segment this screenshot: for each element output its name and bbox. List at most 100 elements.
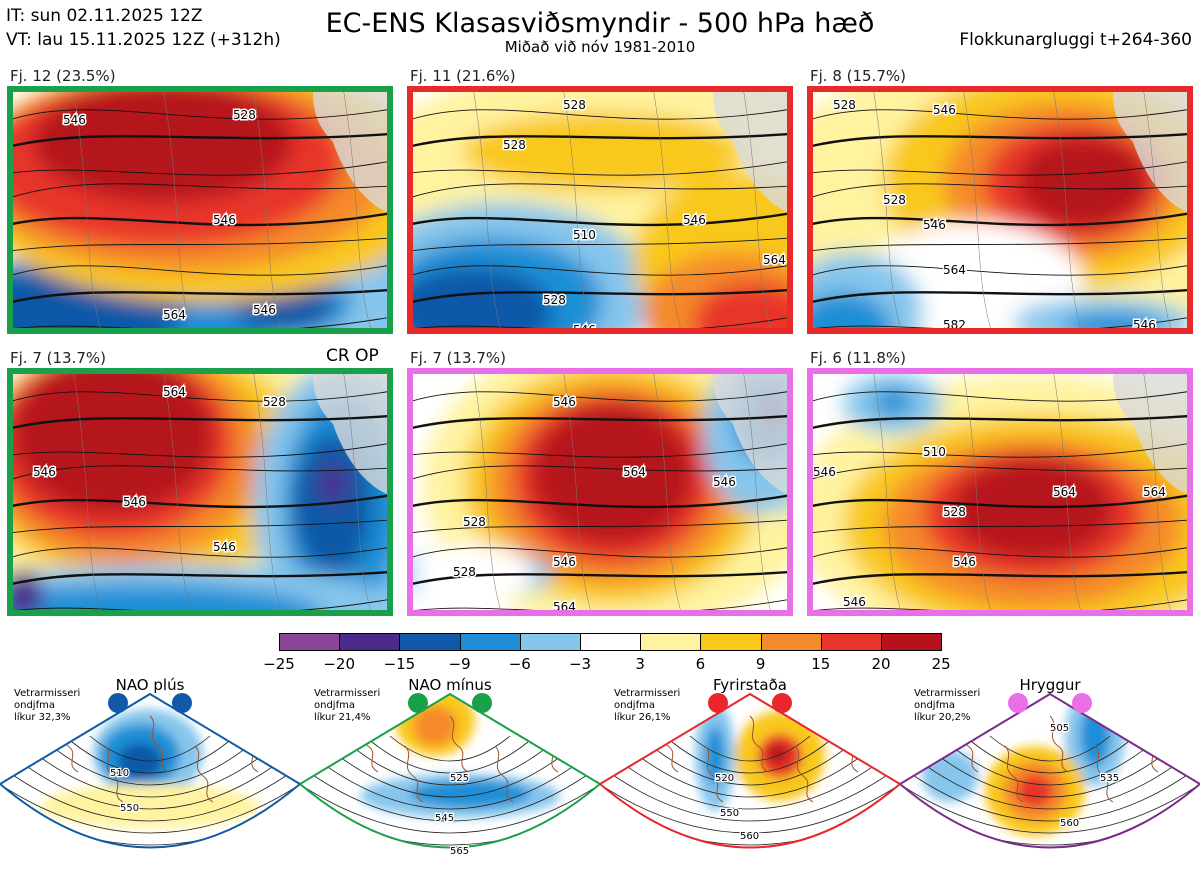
contour-label: 510 xyxy=(573,228,596,242)
regime-contour xyxy=(71,741,229,774)
info-line: Vetrarmisseri xyxy=(614,688,681,699)
height-contour xyxy=(813,109,1187,120)
coastline xyxy=(104,745,124,803)
regime-contour-label: 505 xyxy=(1050,723,1069,734)
coastline xyxy=(149,715,169,773)
contour-label: 528 xyxy=(883,193,906,207)
contour-label: 564 xyxy=(1053,485,1076,499)
contour-label: 528 xyxy=(563,98,586,112)
grid-line xyxy=(743,92,771,328)
panel-label-3: Fj. 8 (15.7%) xyxy=(810,67,906,85)
regime-contour-label: 565 xyxy=(450,846,469,857)
height-contour xyxy=(13,414,387,429)
colorbar-tick: 9 xyxy=(755,655,766,673)
classification-window: Flokkunargluggi t+264-360 xyxy=(959,30,1192,50)
height-contour xyxy=(13,288,387,303)
grid-line xyxy=(1053,92,1081,328)
contour-label: 546 xyxy=(713,475,736,489)
height-contour xyxy=(413,570,787,585)
height-contour xyxy=(813,414,1187,429)
grid-line xyxy=(1053,374,1081,610)
landmass xyxy=(313,374,387,494)
cluster-panel-3: 528 546 528 546 564 582 546 xyxy=(807,86,1193,334)
height-contour xyxy=(813,494,1187,509)
regime-outline xyxy=(900,692,1200,849)
contour-label: 582 xyxy=(943,318,966,328)
regime-anomaly xyxy=(118,743,162,779)
regime-anomaly xyxy=(410,780,530,808)
colorbar-segment xyxy=(279,633,341,651)
contour-label: 546 xyxy=(573,323,596,328)
contour-label: 546 xyxy=(553,395,576,409)
height-contour xyxy=(13,465,387,480)
height-contour xyxy=(413,237,787,252)
landmass xyxy=(1113,92,1187,212)
regime-dot xyxy=(708,693,728,713)
height-contour xyxy=(413,547,787,558)
regime-dot xyxy=(772,693,792,713)
cluster-panel-4: 564 546 546 546 528 xyxy=(7,368,393,616)
coastline xyxy=(494,745,514,803)
colorbar-tick: −25 xyxy=(263,655,295,673)
regime-contour-label: 550 xyxy=(120,803,139,814)
regime-ridge: 505 535 560 Hryggur Vetrarmisseri ondjfma … xyxy=(900,676,1200,871)
grid-line xyxy=(473,374,501,610)
coastline xyxy=(404,745,424,803)
regime-dot xyxy=(1008,693,1028,713)
colorbar-segment xyxy=(459,633,521,651)
contour-label: 546 xyxy=(253,303,276,317)
landmass xyxy=(713,92,787,212)
grid-line xyxy=(653,92,681,328)
contour-label: 528 xyxy=(503,138,526,152)
panel-label-4: Fj. 7 (13.7%) xyxy=(10,349,106,367)
regime-contour xyxy=(300,765,600,822)
regime-contour xyxy=(0,771,300,834)
panel-map: 546 528 546 564 546 xyxy=(13,92,387,328)
colorbar-tick: 25 xyxy=(931,655,951,673)
colorbar-segment xyxy=(399,633,461,651)
height-contour xyxy=(13,183,387,198)
regime-contour xyxy=(971,741,1129,774)
height-contour xyxy=(413,465,787,480)
info-line: ondjfma xyxy=(14,700,55,711)
regime-anomaly xyxy=(705,726,725,786)
anomaly-area xyxy=(33,92,293,202)
height-contour xyxy=(815,317,1187,328)
contour-label: 546 xyxy=(1133,318,1156,328)
regime-contour xyxy=(917,759,1183,810)
coastline xyxy=(704,745,724,803)
height-contour xyxy=(813,132,1187,147)
regime-dot xyxy=(1072,693,1092,713)
regime-dot xyxy=(408,693,428,713)
height-contour xyxy=(413,414,787,429)
contour-label: 528 xyxy=(463,515,486,529)
height-contour xyxy=(13,212,387,227)
contour-label: 528 xyxy=(453,565,476,579)
contour-label: 546 xyxy=(63,113,86,127)
regime-contour xyxy=(53,747,247,786)
height-contour xyxy=(813,443,1187,458)
colorbar-tick: 6 xyxy=(695,655,706,673)
contour-label: 564 xyxy=(763,253,786,267)
height-contour xyxy=(13,109,387,120)
regime-contour xyxy=(900,765,1200,822)
colorbar-tick: 20 xyxy=(871,655,891,673)
height-contour xyxy=(13,161,387,176)
landmass xyxy=(313,92,387,212)
regime-contour-label: 535 xyxy=(1100,773,1119,784)
contour-label: 510 xyxy=(923,445,946,459)
contour-label: 564 xyxy=(623,465,646,479)
regime-dot xyxy=(108,693,128,713)
grid-line xyxy=(563,374,591,610)
height-contour xyxy=(813,237,1187,252)
height-contour xyxy=(413,443,787,458)
colorbar-segment xyxy=(519,633,581,651)
anomaly-area xyxy=(533,404,693,544)
grid-line xyxy=(1143,374,1171,610)
contour-label: 528 xyxy=(833,98,856,112)
landmass xyxy=(1113,374,1187,494)
contour-label: 546 xyxy=(813,465,836,479)
info-line: ondjfma xyxy=(914,700,955,711)
chart-subtitle: Miðað við nóv 1981-2010 xyxy=(504,38,696,56)
anomaly-area xyxy=(413,267,553,328)
